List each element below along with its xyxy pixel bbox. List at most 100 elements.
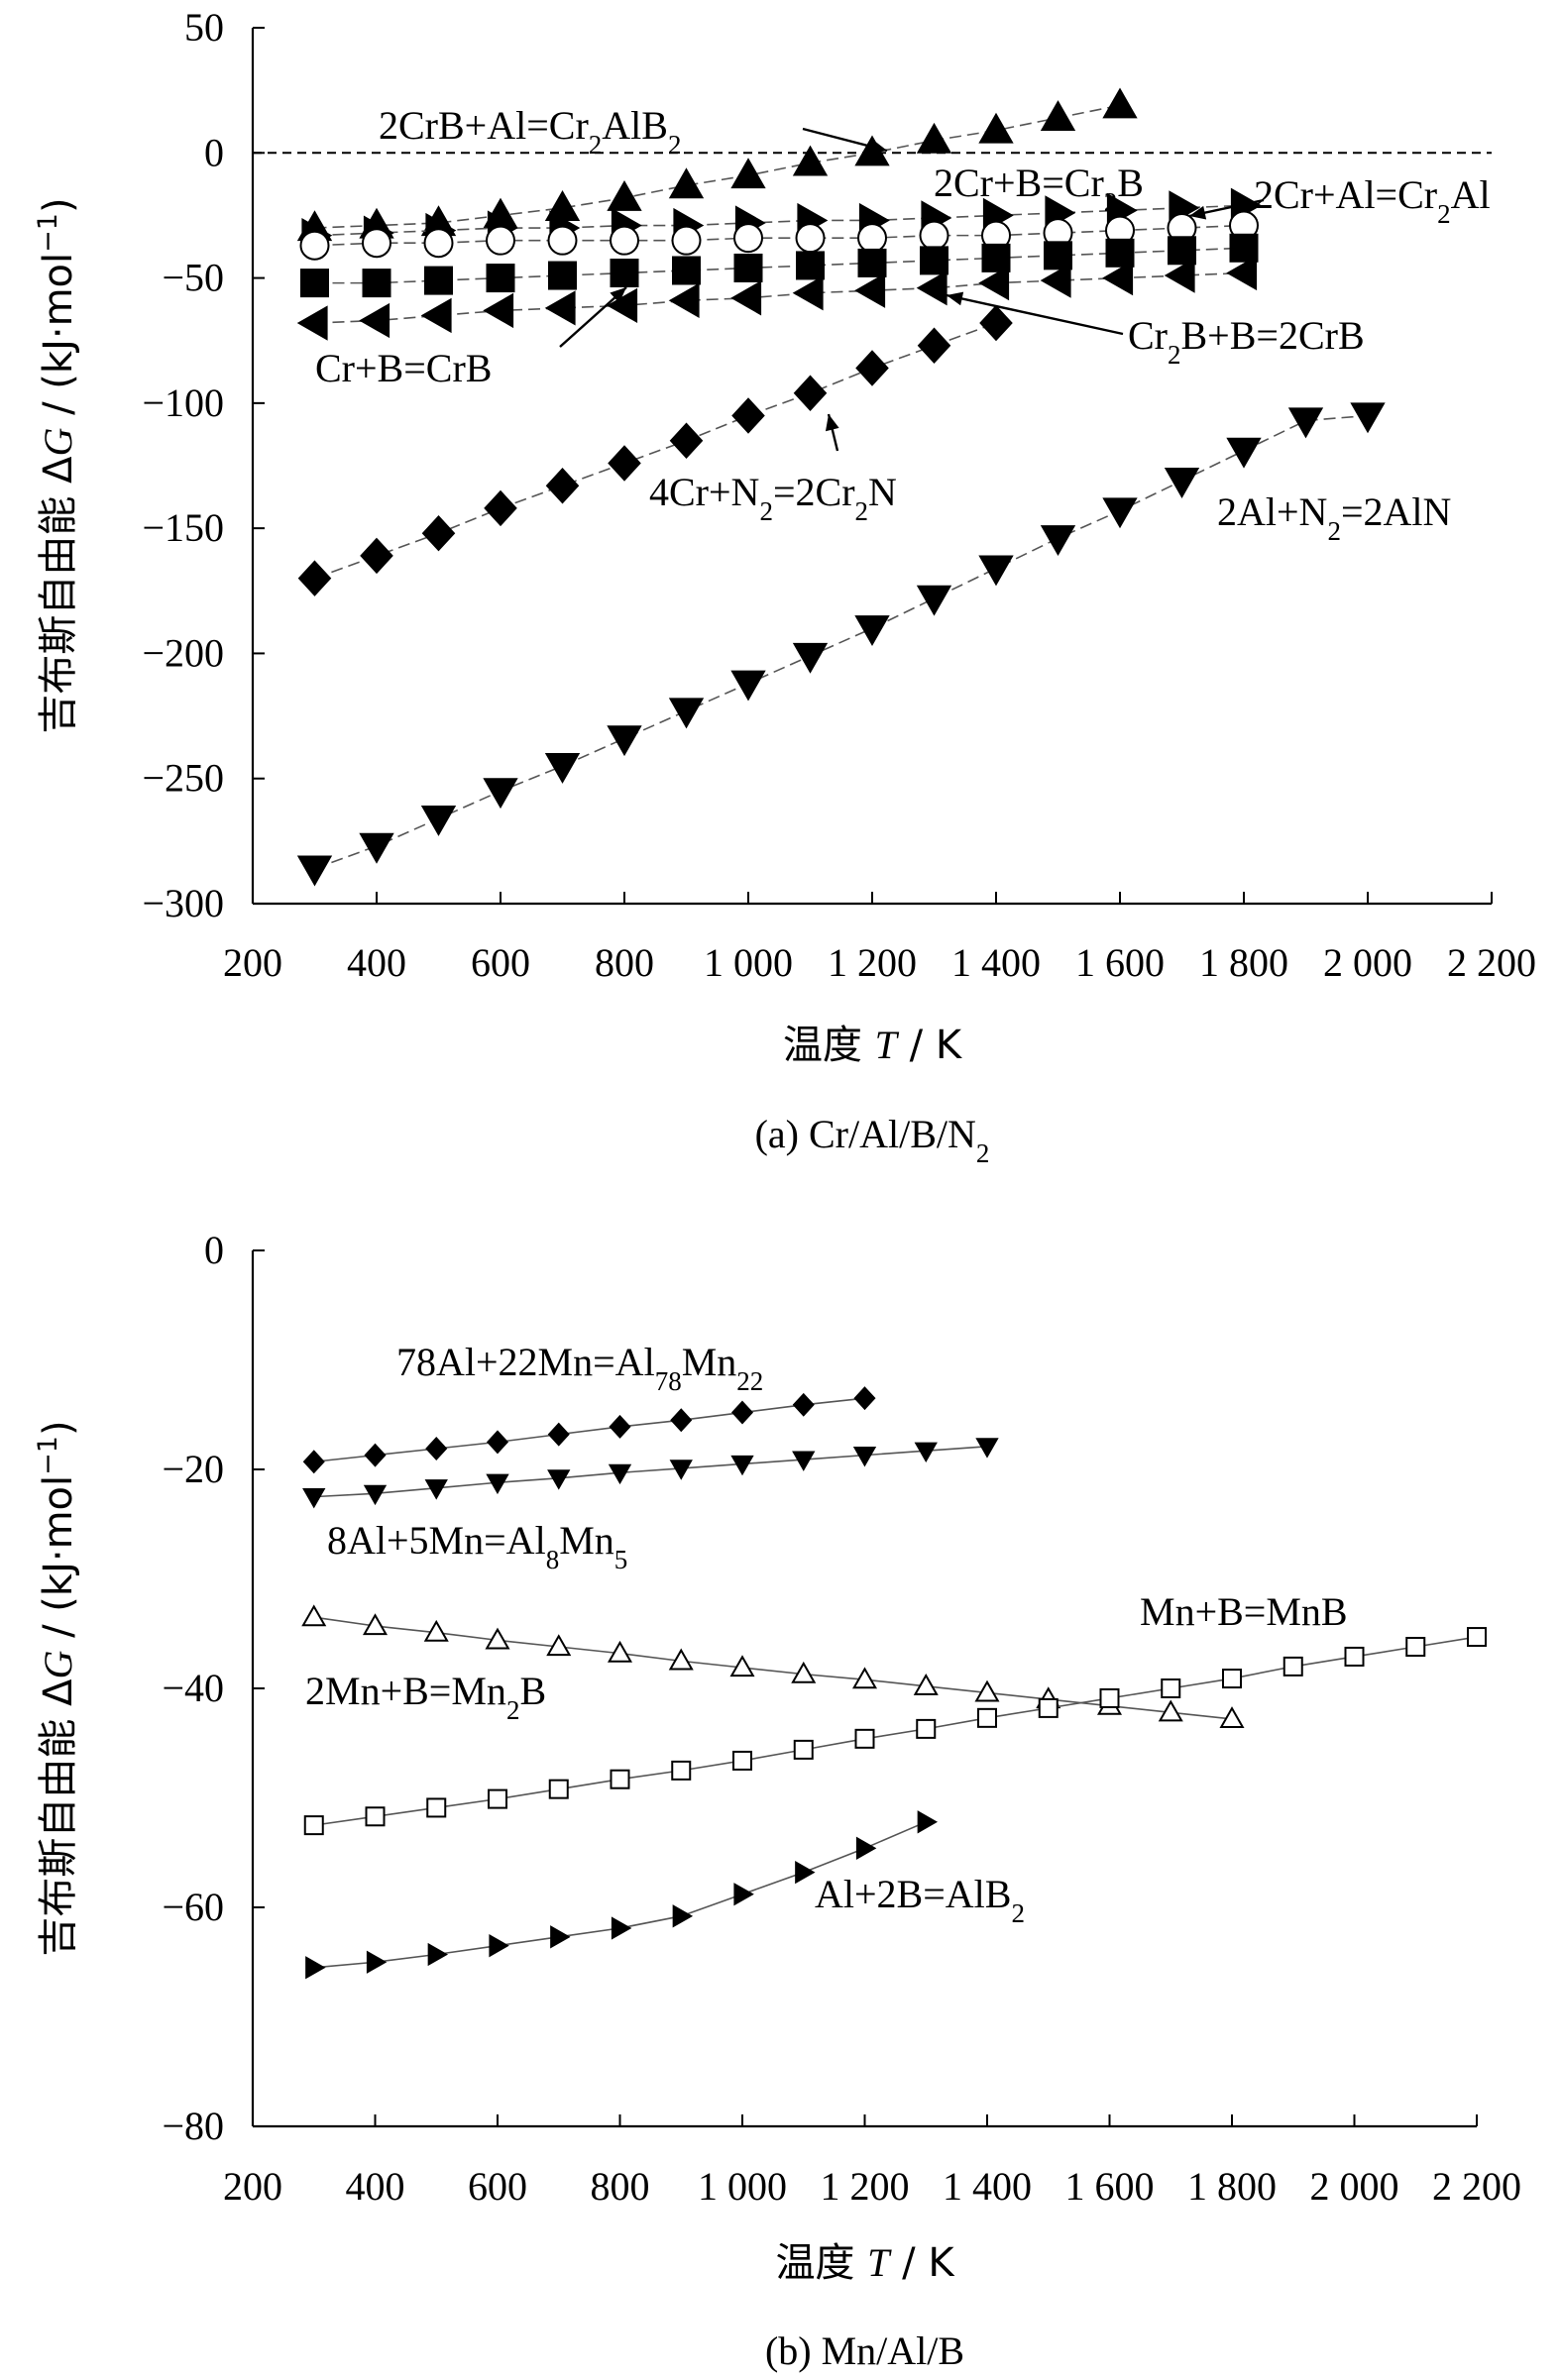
- data-point: [1222, 1669, 1242, 1689]
- data-point: [1044, 241, 1072, 270]
- series-label-cr-n: 4Cr+N2=2Cr2N: [649, 470, 897, 526]
- x-tick-label: 2 200: [1447, 940, 1536, 985]
- data-point: [916, 122, 952, 154]
- data-point: [1038, 1697, 1059, 1718]
- data-point: [1344, 1646, 1365, 1667]
- series-label-al-mn-8: 8Al+5Mn=Al8Mn5: [327, 1518, 627, 1574]
- data-point: [793, 1739, 814, 1760]
- data-point: [981, 243, 1011, 272]
- data-point: [303, 1815, 324, 1836]
- data-point: [610, 259, 639, 288]
- data-point: [611, 1916, 632, 1940]
- data-point: [301, 1604, 327, 1627]
- data-point: [733, 253, 763, 282]
- data-point: [426, 1797, 447, 1818]
- data-point: [1102, 497, 1138, 529]
- data-point: [423, 228, 454, 259]
- series-line: [314, 247, 1245, 284]
- data-point: [1040, 525, 1076, 557]
- y-tick-label: −60: [162, 1885, 224, 1929]
- y-tick-label: −50: [162, 256, 224, 300]
- data-point: [545, 467, 580, 504]
- data-point: [483, 292, 514, 329]
- data-point: [486, 1473, 509, 1495]
- data-point: [792, 1392, 815, 1417]
- data-point: [1040, 100, 1076, 132]
- data-point: [297, 560, 332, 596]
- data-point: [668, 1648, 694, 1671]
- data-point: [920, 246, 948, 275]
- data-point: [913, 1673, 939, 1695]
- data-point: [671, 225, 702, 256]
- x-tick-label: 1 000: [698, 2164, 787, 2209]
- data-point: [427, 1942, 449, 1967]
- chart-panel-a: 200 400 600 800 1 000 1 200 1 400 1 600 1 800 2 0…: [33, 5, 1537, 1168]
- y-tick-label: −150: [142, 505, 224, 550]
- data-point: [486, 264, 515, 293]
- x-tick-label: 800: [595, 940, 654, 985]
- series-7: [296, 402, 1386, 887]
- data-point: [857, 248, 887, 277]
- data-point: [854, 272, 886, 308]
- data-point: [296, 855, 333, 887]
- x-tick-label: 600: [471, 940, 530, 985]
- x-tick-label: 600: [468, 2164, 527, 2209]
- data-point: [1105, 238, 1135, 268]
- y-tick-label: 50: [184, 5, 224, 50]
- data-point: [607, 725, 642, 757]
- data-point: [978, 112, 1014, 144]
- x-axis-title: 温度 T / K: [783, 1023, 963, 1068]
- data-point: [1164, 468, 1200, 498]
- data-point: [359, 832, 394, 864]
- data-point: [730, 1455, 754, 1476]
- data-point: [668, 698, 705, 729]
- data-point: [550, 1925, 571, 1949]
- series-5: [305, 1810, 939, 1980]
- data-point: [729, 1655, 755, 1677]
- arrow-head: [1189, 205, 1207, 220]
- data-point: [1168, 236, 1196, 266]
- series-label-cr-b-cr2b: 2Cr+B=Cr2B: [934, 161, 1144, 217]
- data-point: [421, 514, 456, 552]
- data-point: [547, 225, 578, 256]
- data-point: [547, 1469, 571, 1490]
- data-point: [919, 220, 949, 251]
- data-point: [486, 225, 515, 256]
- data-point: [362, 228, 391, 259]
- data-point: [1158, 1699, 1183, 1722]
- series-line: [314, 271, 1245, 324]
- x-tick-label: 1 200: [828, 940, 917, 985]
- series-5: [296, 255, 1258, 341]
- data-point: [732, 1750, 752, 1771]
- x-tick-label: 2 000: [1310, 2164, 1399, 2209]
- data-point: [851, 1667, 878, 1689]
- data-point: [668, 282, 700, 318]
- data-point: [546, 1634, 572, 1657]
- data-point: [792, 275, 824, 311]
- data-point: [669, 422, 704, 459]
- series-label-cr2b-b: Cr2B+B=2CrB: [1128, 313, 1365, 370]
- figure-caption: (a) Cr/Al/B/N2: [755, 1112, 990, 1168]
- data-point: [854, 615, 890, 646]
- data-point: [423, 1619, 449, 1642]
- data-point: [548, 1779, 569, 1799]
- data-point: [733, 1883, 754, 1906]
- data-point: [547, 1422, 570, 1447]
- data-point: [975, 1438, 999, 1459]
- data-point: [795, 223, 826, 254]
- x-tick-label: 1 800: [1187, 2164, 1277, 2209]
- data-point: [360, 537, 393, 575]
- data-point: [792, 145, 829, 176]
- y-tick-label: −40: [162, 1666, 224, 1710]
- data-point: [731, 397, 765, 434]
- data-point: [486, 1430, 509, 1455]
- data-point: [1161, 1678, 1181, 1698]
- series-label-mn-b: Mn+B=MnB: [1140, 1589, 1348, 1634]
- data-point: [795, 1860, 816, 1885]
- data-point: [484, 489, 517, 527]
- y-tick-label: −80: [162, 2104, 224, 2148]
- series-6: [297, 304, 1013, 596]
- data-point: [485, 1627, 510, 1650]
